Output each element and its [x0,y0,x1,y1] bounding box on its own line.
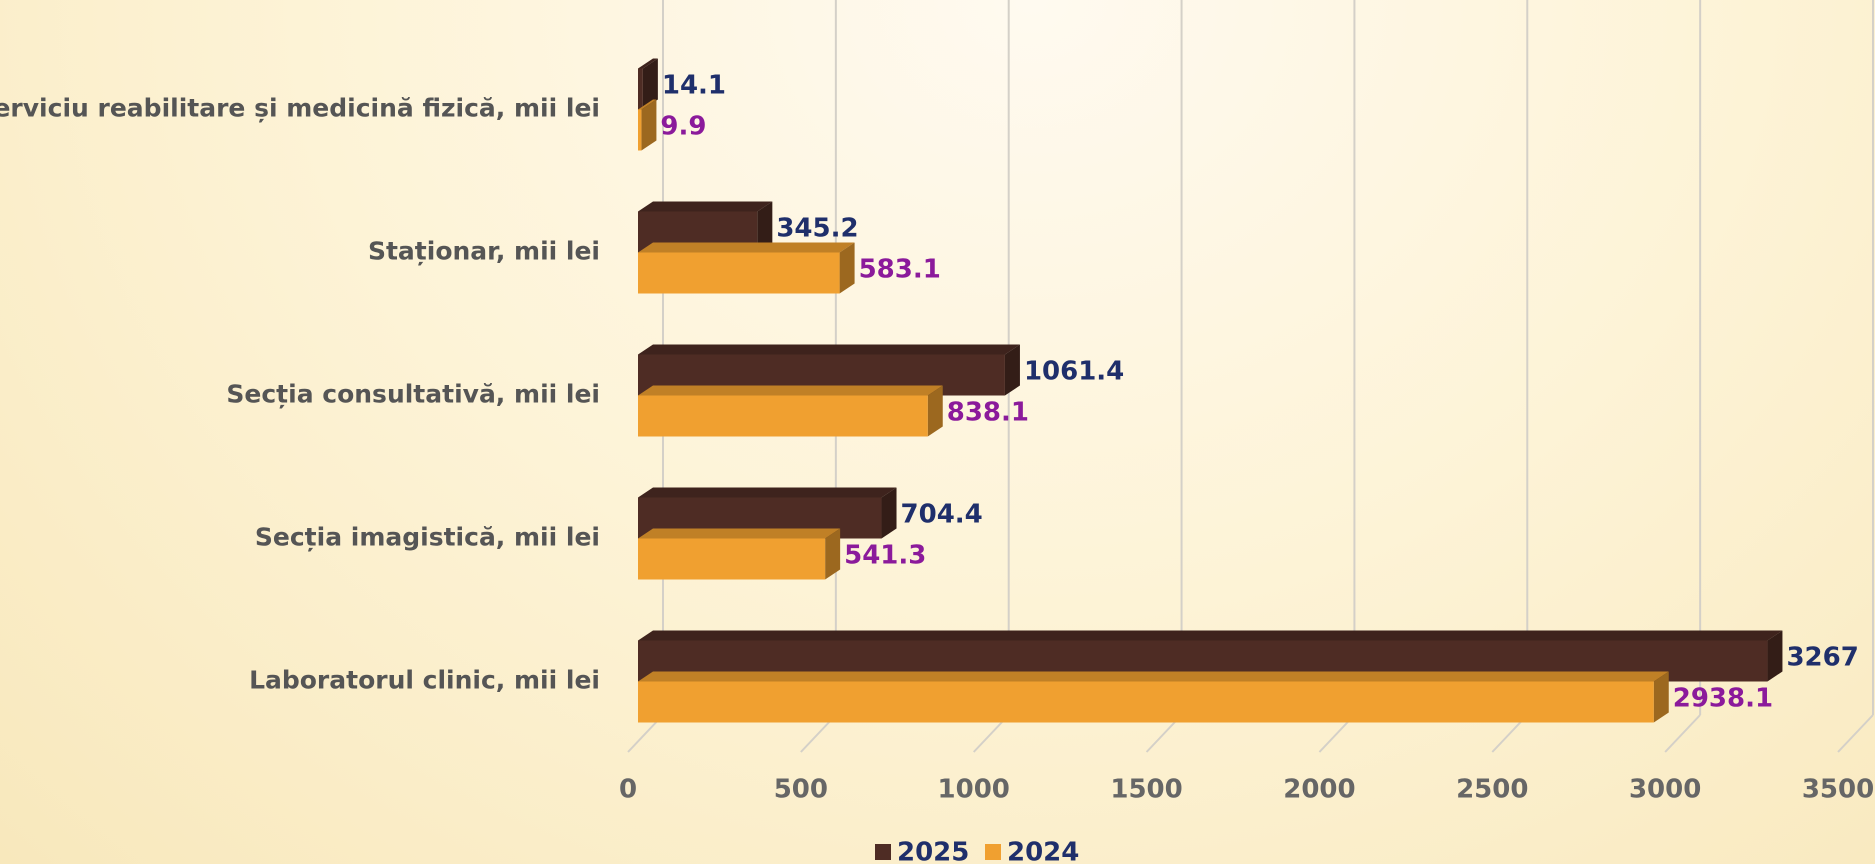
x-tick-label: 2000 [1283,775,1355,805]
value-label: 9.9 [660,112,706,142]
bar [638,395,928,437]
value-label: 345.2 [776,214,858,244]
value-label: 704.4 [901,500,983,530]
bar [638,681,1654,723]
bar [638,109,642,151]
category-label: Staționar, mii lei [368,237,600,266]
legend-swatch [875,844,891,860]
x-tick-label: 1000 [938,775,1010,805]
bar [638,68,643,110]
bar-side [839,242,855,294]
category-label: Serviciu reabilitare și medicină fizică,… [0,94,600,123]
category-label: Laboratorul clinic, mii lei [249,666,600,695]
legend-label: 2025 [897,838,969,864]
bar-top [638,58,658,69]
value-label: 541.3 [844,541,926,571]
bar-side [825,528,841,580]
bar-top [638,201,773,212]
bar-top [638,344,1020,355]
bar-side [641,99,657,151]
bar-side [642,58,658,110]
value-label: 2938.1 [1673,684,1773,714]
x-tick-label: 0 [619,775,637,805]
value-label: 1061.4 [1024,357,1124,387]
category-label: Secția consultativă, mii lei [226,380,600,409]
grid-line [1664,714,1701,753]
value-label: 3267 [1786,643,1858,673]
value-label: 838.1 [947,398,1029,428]
grid-line [1837,714,1874,753]
value-label: 583.1 [859,255,941,285]
value-label: 14.1 [662,71,726,101]
bar-top [638,487,897,498]
bar-top [638,528,841,539]
bar-side [1767,630,1783,682]
bar-top [638,385,943,396]
x-tick-label: 3000 [1629,775,1701,805]
bar-top [638,671,1669,682]
x-tick-label: 1500 [1110,775,1182,805]
x-tick-label: 500 [774,775,828,805]
legend-swatch [985,844,1001,860]
category-label: Secția imagistică, mii lei [255,523,600,552]
x-tick-label: 2500 [1456,775,1528,805]
x-tick-label: 3500 [1802,775,1874,805]
bar-top [638,242,855,253]
bar-side [1653,671,1669,723]
legend-label: 2024 [1007,838,1079,864]
bar-side [881,487,897,539]
bar [638,538,826,580]
bar-top [638,630,1783,641]
bar-side [927,385,943,437]
bar [638,252,840,294]
bar-top [638,99,657,110]
bar-side [757,201,773,253]
bar-side [1004,344,1020,396]
